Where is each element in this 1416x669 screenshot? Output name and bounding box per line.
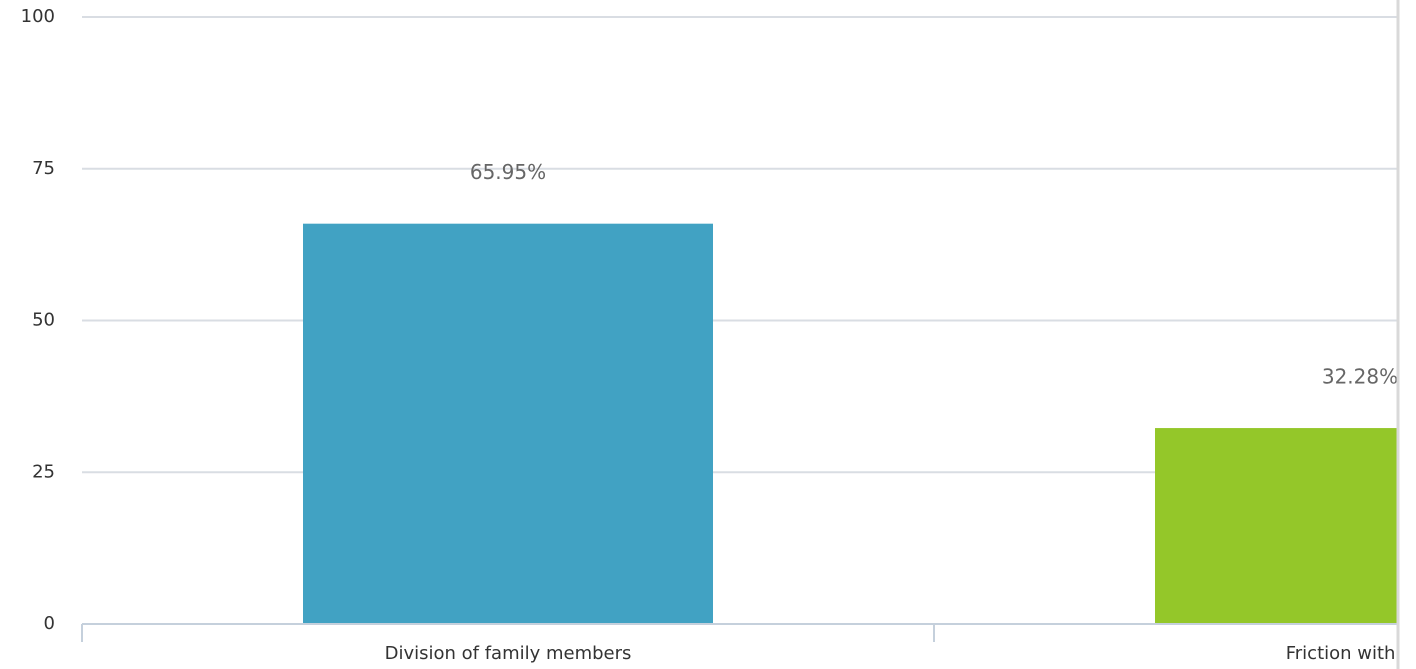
data-label: 65.95% <box>470 160 546 184</box>
y-tick-label: 25 <box>32 461 55 482</box>
data-labels: 65.95% 32.28% <box>470 160 1398 388</box>
y-axis-ticks: 0 25 50 75 100 <box>21 6 55 634</box>
gridlines <box>82 16 1398 474</box>
y-tick-label: 0 <box>44 613 55 634</box>
bars <box>303 223 1416 624</box>
data-label: 32.28% <box>1322 365 1398 389</box>
y-tick-label: 75 <box>32 158 55 179</box>
x-tick-label: Friction with you <box>1286 643 1416 664</box>
y-tick-label: 50 <box>32 310 55 331</box>
bar <box>303 223 713 624</box>
x-axis-ticks: Division of family members Friction with … <box>385 643 1416 664</box>
x-axis <box>81 623 1398 642</box>
plot-right-mask <box>1399 0 1416 669</box>
bar <box>1155 428 1416 624</box>
x-tick-label: Division of family members <box>385 643 632 664</box>
y-tick-label: 100 <box>21 6 55 27</box>
